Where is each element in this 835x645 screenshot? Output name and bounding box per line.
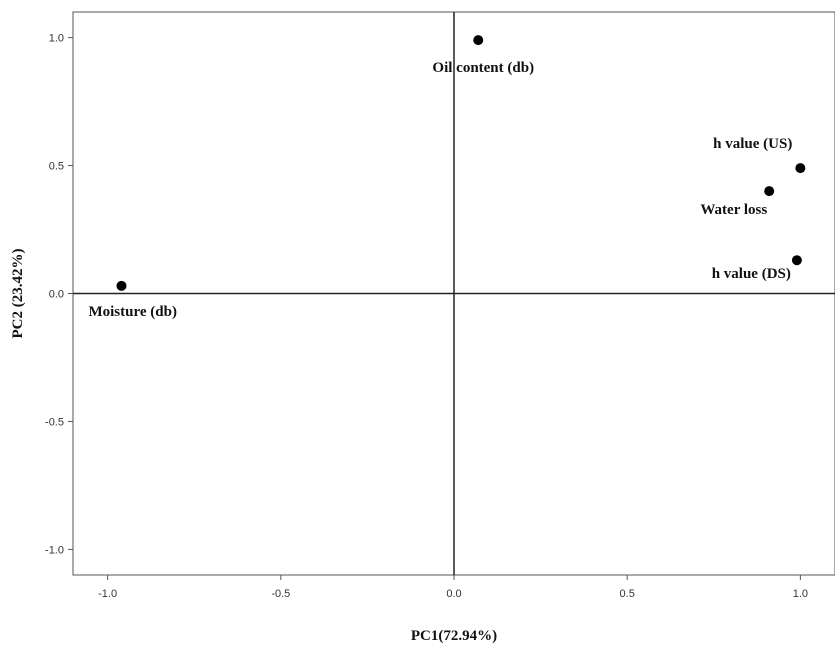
data-point	[116, 280, 127, 291]
x-axis-title: PC1(72.94%)	[411, 628, 497, 644]
point-label: Water loss	[700, 202, 767, 218]
x-tick-label: 0.5	[620, 588, 635, 600]
x-tick-label: -0.5	[271, 588, 290, 600]
point-labels: Oil content (db) h value (US) Water loss h …	[88, 60, 792, 320]
point-label: h value (US)	[713, 136, 792, 152]
y-axis-title: PC2 (23.42%)	[10, 249, 26, 339]
data-point	[764, 186, 775, 197]
data-point	[791, 255, 802, 266]
x-tick-label: 0.0	[446, 588, 461, 600]
y-tick-label: 1.0	[49, 33, 64, 45]
x-tick-label: -1.0	[98, 588, 117, 600]
point-label: Oil content (db)	[432, 60, 534, 76]
y-tick-label: 0.5	[49, 161, 64, 173]
data-point	[795, 163, 806, 174]
x-tick-label: 1.0	[793, 588, 808, 600]
point-label: h value (DS)	[712, 266, 791, 282]
y-tick-label: -0.5	[45, 416, 64, 428]
y-tick-label: -1.0	[45, 544, 64, 556]
x-axis-ticks: -1.0 -0.5 0.0 0.5 1.0	[98, 575, 808, 600]
y-tick-label: 0.0	[49, 289, 64, 301]
point-label: Moisture (db)	[88, 304, 176, 320]
y-axis-ticks: -1.0 -0.5 0.0 0.5 1.0	[45, 33, 73, 556]
data-points	[116, 35, 806, 291]
data-point	[473, 35, 484, 46]
